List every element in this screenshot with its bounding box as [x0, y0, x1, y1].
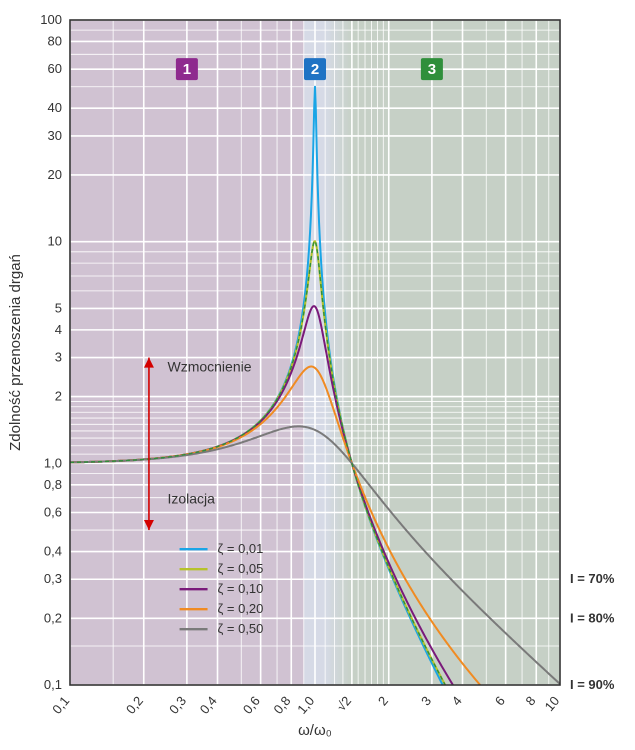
legend-label: ζ = 0,20 [218, 601, 264, 616]
x-tick-label: 3 [418, 693, 434, 708]
x-tick-label: √2 [333, 693, 354, 714]
transmissibility-chart: 1 2 3 Wzmocnienie Izolacja 0,1 0,2 0,3 0,4 0,6 0,8… [0, 0, 635, 750]
x-tick-label: 10 [542, 693, 563, 714]
y-tick-label: 5 [55, 300, 62, 315]
y-tick-label: 0,3 [44, 571, 62, 586]
iso-label: I = 80% [570, 610, 615, 625]
x-tick-label: 0,4 [197, 693, 220, 716]
x-tick-label: 6 [492, 693, 508, 708]
region-badge-1: 1 [176, 58, 198, 80]
y-tick-label: 0,2 [44, 610, 62, 625]
x-axis-label: ω/ω₀ [298, 722, 332, 739]
y-tick-label: 30 [48, 128, 62, 143]
y-tick-label: 0,6 [44, 505, 62, 520]
x-tick-label: 1,0 [294, 693, 317, 716]
region-badge-3: 3 [421, 58, 443, 80]
legend-label: ζ = 0,10 [218, 581, 264, 596]
y-tick-label: 20 [48, 167, 62, 182]
x-tick-label: 0,1 [49, 693, 72, 716]
x-tick-label: 8 [522, 693, 538, 708]
y-tick-label: 3 [55, 350, 62, 365]
y-tick-label: 0,4 [44, 544, 62, 559]
legend-label: ζ = 0,05 [218, 561, 264, 576]
x-tick-label: 0,3 [166, 693, 189, 716]
iso-label: I = 90% [570, 677, 615, 692]
legend-label: ζ = 0,50 [218, 621, 264, 636]
x-tick-label: 2 [375, 693, 391, 708]
x-tick-label: 0,6 [240, 693, 263, 716]
y-tick-label: 0,8 [44, 477, 62, 492]
x-tick-label: 4 [449, 693, 465, 708]
x-tick-label: 0,2 [123, 693, 146, 716]
label-isolation: Izolacja [167, 490, 215, 506]
y-tick-label: 100 [40, 12, 62, 27]
iso-label: I = 70% [570, 571, 615, 586]
y-tick-label: 1,0 [44, 455, 62, 470]
label-amplification: Wzmocnienie [167, 358, 251, 374]
svg-text:3: 3 [428, 61, 436, 78]
y-tick-label: 80 [48, 33, 62, 48]
y-axis-label: Zdolność przenoszenia drgań [7, 254, 24, 451]
y-tick-label: 40 [48, 100, 62, 115]
y-tick-label: 60 [48, 61, 62, 76]
region-badge-2: 2 [304, 58, 326, 80]
y-tick-label: 2 [55, 389, 62, 404]
y-tick-label: 10 [48, 234, 62, 249]
legend-label: ζ = 0,01 [218, 541, 264, 556]
y-tick-label: 0,1 [44, 677, 62, 692]
gridlines [70, 20, 560, 685]
svg-text:1: 1 [183, 61, 191, 78]
svg-text:2: 2 [311, 61, 319, 78]
x-tick-label: 0,8 [270, 693, 293, 716]
y-tick-label: 4 [55, 322, 62, 337]
